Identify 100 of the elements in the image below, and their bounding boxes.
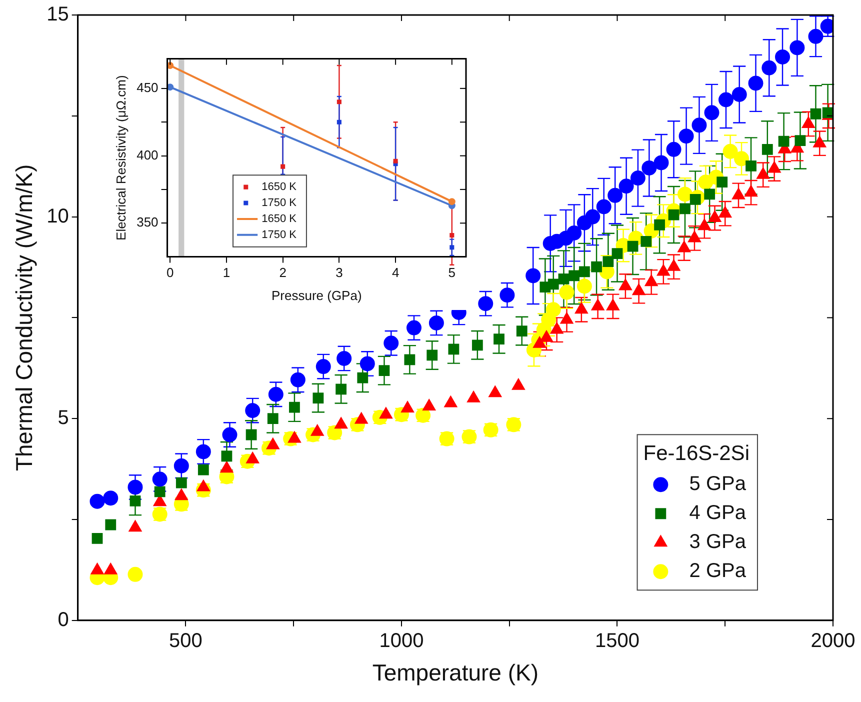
point	[316, 359, 331, 374]
point	[494, 334, 504, 345]
point	[103, 490, 118, 506]
x-axis-title: Temperature (K)	[372, 660, 539, 686]
legend-label: 2 GPa	[689, 560, 747, 582]
point	[692, 118, 707, 133]
point	[678, 128, 694, 144]
point	[566, 225, 582, 240]
point	[378, 365, 390, 376]
point	[732, 87, 747, 102]
point	[734, 151, 750, 166]
y-tick-label: 350	[136, 214, 158, 230]
point	[280, 164, 286, 169]
point	[591, 261, 602, 272]
y-tick-label: 5	[58, 407, 69, 430]
legend-title: Fe-16S-2Si	[643, 442, 750, 466]
point	[448, 344, 460, 355]
point	[778, 136, 790, 147]
point	[762, 60, 777, 76]
point	[450, 245, 454, 250]
x-tick-label: 1500	[594, 630, 640, 652]
point	[718, 92, 734, 108]
point	[746, 160, 756, 172]
y-tick-label: 450	[136, 80, 158, 96]
legend-label: 1650 K	[262, 213, 298, 226]
point	[630, 170, 646, 186]
point	[722, 144, 738, 159]
point	[698, 218, 711, 230]
point	[245, 403, 260, 418]
point	[267, 413, 278, 424]
point	[718, 206, 732, 218]
point	[174, 458, 189, 474]
point	[128, 480, 143, 495]
point	[130, 495, 141, 506]
point	[336, 120, 342, 124]
point	[450, 232, 454, 238]
point	[677, 186, 692, 202]
x-axis-title: Pressure (GPa)	[271, 288, 362, 303]
legend-label: 1750 K	[262, 197, 298, 210]
point	[154, 486, 166, 498]
point	[222, 427, 238, 442]
point	[775, 49, 790, 64]
point	[246, 429, 257, 440]
point	[642, 160, 657, 176]
y-tick-label: 10	[46, 205, 69, 228]
point	[704, 188, 716, 200]
x-tick-label: 500	[169, 630, 202, 652]
point	[500, 288, 515, 303]
point	[666, 142, 682, 157]
point	[152, 472, 168, 487]
point	[708, 210, 722, 222]
x-tick-label: 1	[222, 265, 230, 280]
point	[790, 40, 805, 56]
y-axis-title: Thermal Conductivity (W/m/K)	[11, 164, 38, 472]
point	[92, 533, 103, 544]
point	[384, 336, 399, 351]
point	[794, 135, 806, 146]
point	[558, 274, 570, 284]
point	[618, 178, 634, 194]
point	[404, 354, 416, 366]
point	[360, 356, 375, 372]
y-tick-label: 400	[136, 147, 158, 162]
point	[810, 108, 822, 120]
legend-label: 3 GPa	[689, 531, 747, 554]
point	[602, 256, 614, 268]
point	[748, 76, 764, 91]
point	[559, 284, 574, 300]
point	[196, 444, 211, 460]
point	[167, 84, 174, 91]
point	[808, 28, 824, 44]
point	[640, 236, 652, 247]
x-tick-label: 5	[448, 265, 456, 280]
point	[406, 320, 422, 336]
point	[167, 62, 174, 70]
x-tick-label: 0	[166, 265, 174, 280]
point	[312, 392, 324, 404]
point	[400, 401, 414, 413]
point	[546, 302, 561, 318]
x-tick-label: 2000	[810, 630, 856, 652]
point	[516, 326, 528, 336]
point	[578, 266, 590, 278]
point	[627, 240, 638, 252]
point	[716, 176, 728, 188]
point	[336, 384, 347, 395]
point	[762, 144, 773, 155]
point	[576, 278, 592, 294]
point	[585, 209, 600, 224]
point	[289, 402, 300, 413]
point	[221, 450, 232, 462]
point	[105, 519, 116, 530]
point	[426, 350, 438, 361]
point	[704, 105, 720, 120]
legend-label: 1650 K	[262, 181, 298, 194]
point	[632, 284, 646, 296]
point	[90, 494, 105, 509]
x-tick-label: 1000	[379, 630, 424, 652]
point	[393, 158, 398, 164]
point	[526, 268, 541, 284]
point	[680, 203, 690, 214]
legend-label: 5 GPa	[689, 473, 747, 496]
